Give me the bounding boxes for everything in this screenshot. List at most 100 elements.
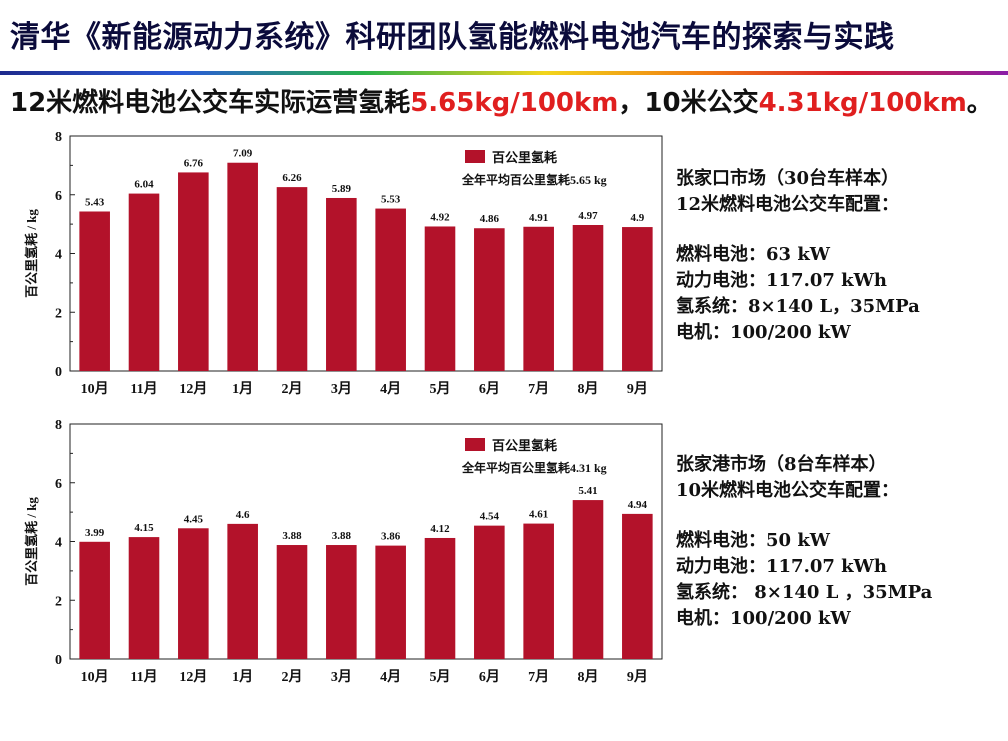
bar — [178, 528, 209, 659]
info-config-title: 10米燃料电池公交车配置： — [676, 480, 900, 501]
x-tick-label: 2月 — [282, 669, 303, 685]
x-tick-label: 8月 — [578, 381, 599, 397]
bar — [128, 193, 160, 371]
x-tick-label: 9月 — [627, 669, 648, 685]
value-label: 4.91 — [529, 212, 548, 224]
y-axis-label: 百公里氢耗 / kg — [24, 497, 39, 586]
bar — [79, 211, 110, 371]
value-label: 4.86 — [480, 213, 500, 225]
value-label: 7.09 — [233, 148, 253, 160]
subtitle-text-2: ，10米公交 — [618, 88, 759, 118]
x-tick-label: 5月 — [430, 669, 451, 685]
x-tick-label: 10月 — [81, 669, 109, 685]
value-label: 3.88 — [332, 530, 352, 542]
x-tick-label: 9月 — [627, 381, 648, 397]
value-label: 6.26 — [282, 172, 302, 184]
info-block-zhangjiakou: 张家口市场（30台车样本） 12米燃料电池公交车配置： 燃料电池：63 kW 动… — [676, 166, 1006, 346]
subtitle-value-12m: 5.65kg/100km — [410, 88, 619, 118]
x-tick-label: 10月 — [81, 381, 109, 397]
value-label: 4.97 — [578, 210, 598, 222]
bar — [424, 226, 456, 371]
x-tick-label: 11月 — [130, 669, 157, 685]
value-label: 5.89 — [332, 183, 352, 195]
bar — [375, 545, 406, 659]
bar — [227, 162, 258, 371]
average-annotation: 全年平均百公里氢耗4.31 kg — [461, 460, 607, 475]
average-annotation: 全年平均百公里氢耗5.65 kg — [461, 172, 607, 187]
subtitle-text-3: 。 — [966, 88, 993, 118]
value-label: 4.6 — [236, 509, 250, 521]
legend-label: 百公里氢耗 — [492, 438, 557, 453]
info-heading: 张家港市场（8台车样本） — [676, 454, 887, 475]
info-config-title: 12米燃料电池公交车配置： — [676, 194, 900, 215]
x-tick-label: 6月 — [479, 669, 500, 685]
spec-fuel-cell: 燃料电池：50 kW — [676, 530, 831, 551]
bar — [474, 228, 505, 371]
value-label: 3.99 — [85, 527, 105, 539]
legend-swatch — [465, 150, 485, 163]
bar — [128, 537, 160, 659]
y-tick-label: 6 — [55, 189, 62, 204]
info-block-zhangjiagang: 张家港市场（8台车样本） 10米燃料电池公交车配置： 燃料电池：50 kW 动力… — [676, 452, 1006, 632]
bar — [572, 225, 604, 371]
y-axis-label: 百公里氢耗 / kg — [24, 209, 39, 298]
spec-hydrogen-system: 氢系统： 8×140 L ，35MPa — [676, 582, 933, 603]
title-divider — [0, 71, 1008, 75]
value-label: 4.15 — [134, 522, 154, 534]
value-label: 4.92 — [430, 211, 450, 223]
x-tick-label: 1月 — [232, 381, 253, 397]
y-tick-label: 2 — [55, 594, 62, 609]
bar — [424, 537, 456, 659]
chart-zhangjiagang: 0 2 4 6 8 百公里氢耗 / kg 3.99 10月 4.15 11月 4.45 12月 4.6 1… — [0, 412, 680, 722]
spec-battery: 动力电池：117.07 kWh — [676, 556, 887, 577]
y-tick-label: 8 — [55, 130, 62, 145]
spec-hydrogen-system: 氢系统：8×140 L，35MPa — [676, 296, 920, 317]
x-tick-label: 8月 — [578, 669, 599, 685]
bar — [326, 197, 357, 371]
value-label: 4.9 — [630, 212, 644, 224]
y-tick-label: 2 — [55, 306, 62, 321]
value-label: 4.94 — [628, 499, 648, 511]
value-label: 5.53 — [381, 194, 401, 206]
x-tick-label: 12月 — [179, 381, 207, 397]
x-tick-label: 6月 — [479, 381, 500, 397]
chart-svg: 0 2 4 6 8 百公里氢耗 / kg 5.43 10月 6.04 11月 6.76 12月 7.09… — [24, 130, 663, 397]
x-tick-label: 4月 — [380, 669, 401, 685]
spec-battery: 动力电池：117.07 kWh — [676, 270, 887, 291]
subtitle-text-1: 12米燃料电池公交车实际运营氢耗 — [10, 88, 411, 118]
bar — [622, 513, 653, 659]
y-tick-label: 6 — [55, 477, 62, 492]
bar — [375, 208, 406, 371]
subtitle: 12米燃料电池公交车实际运营氢耗5.65kg/100km，10米公交4.31kg… — [10, 84, 1005, 122]
x-tick-label: 1月 — [232, 669, 253, 685]
value-label: 5.41 — [578, 485, 597, 497]
value-label: 6.04 — [134, 179, 154, 191]
x-tick-label: 3月 — [331, 381, 352, 397]
info-heading: 张家口市场（30台车样本） — [676, 168, 900, 189]
y-tick-label: 0 — [55, 365, 62, 380]
value-label: 4.54 — [480, 511, 500, 523]
x-tick-label: 2月 — [282, 381, 303, 397]
bar — [474, 525, 505, 659]
bar — [276, 545, 308, 659]
value-label: 5.43 — [85, 196, 105, 208]
legend-label: 百公里氢耗 — [492, 150, 557, 165]
x-tick-label: 4月 — [380, 381, 401, 397]
value-label: 3.86 — [381, 531, 401, 543]
bar — [178, 172, 209, 371]
x-tick-label: 7月 — [528, 381, 549, 397]
legend-swatch — [465, 438, 485, 451]
bar — [79, 541, 110, 659]
value-label: 4.45 — [184, 513, 204, 525]
slide-title: 清华《新能源动力系统》科研团队氢能燃料电池汽车的探索与实践 — [10, 20, 895, 55]
y-tick-label: 8 — [55, 418, 62, 433]
x-tick-label: 5月 — [430, 381, 451, 397]
value-label: 3.88 — [282, 530, 302, 542]
bar — [276, 187, 308, 371]
bar — [572, 500, 604, 659]
chart-zhangjiakou: 0 2 4 6 8 百公里氢耗 / kg 5.43 10月 6.04 11月 6.76 12月 7.09… — [0, 124, 680, 434]
bar — [227, 523, 258, 659]
x-tick-label: 3月 — [331, 669, 352, 685]
bar — [523, 226, 554, 371]
